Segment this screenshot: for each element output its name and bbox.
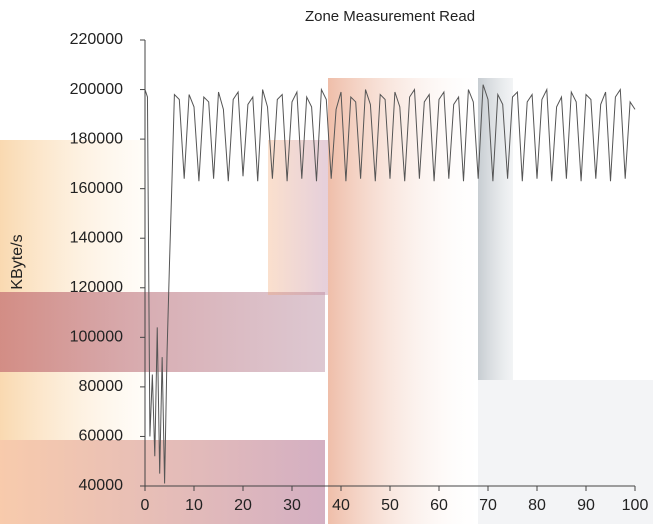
data-line: [144, 84, 636, 484]
x-tick-label: 50: [381, 497, 399, 514]
x-tick-label: 60: [430, 497, 448, 514]
y-tick-label: 140000: [70, 229, 123, 246]
y-tick-label: 80000: [79, 378, 124, 395]
chart-title: Zone Measurement Read: [305, 8, 475, 25]
y-tick-label: 180000: [70, 130, 123, 147]
y-tick-label: 200000: [70, 81, 123, 98]
x-tick-label: 100: [622, 497, 649, 514]
x-tick-label: 20: [234, 497, 252, 514]
x-tick-label: 0: [141, 497, 150, 514]
y-tick-label: 40000: [79, 477, 124, 494]
y-tick-label: 100000: [70, 329, 123, 346]
x-tick-label: 30: [283, 497, 301, 514]
y-axis-label: KByte/s: [9, 234, 26, 289]
x-tick-label: 40: [332, 497, 350, 514]
x-tick-label: 10: [185, 497, 203, 514]
x-tick-label: 90: [577, 497, 595, 514]
y-tick-label: 120000: [70, 279, 123, 296]
x-tick-label: 70: [479, 497, 497, 514]
x-tick-label: 80: [528, 497, 546, 514]
y-tick-label: 220000: [70, 31, 123, 48]
y-tick-label: 160000: [70, 180, 123, 197]
y-tick-label: 60000: [79, 428, 124, 445]
